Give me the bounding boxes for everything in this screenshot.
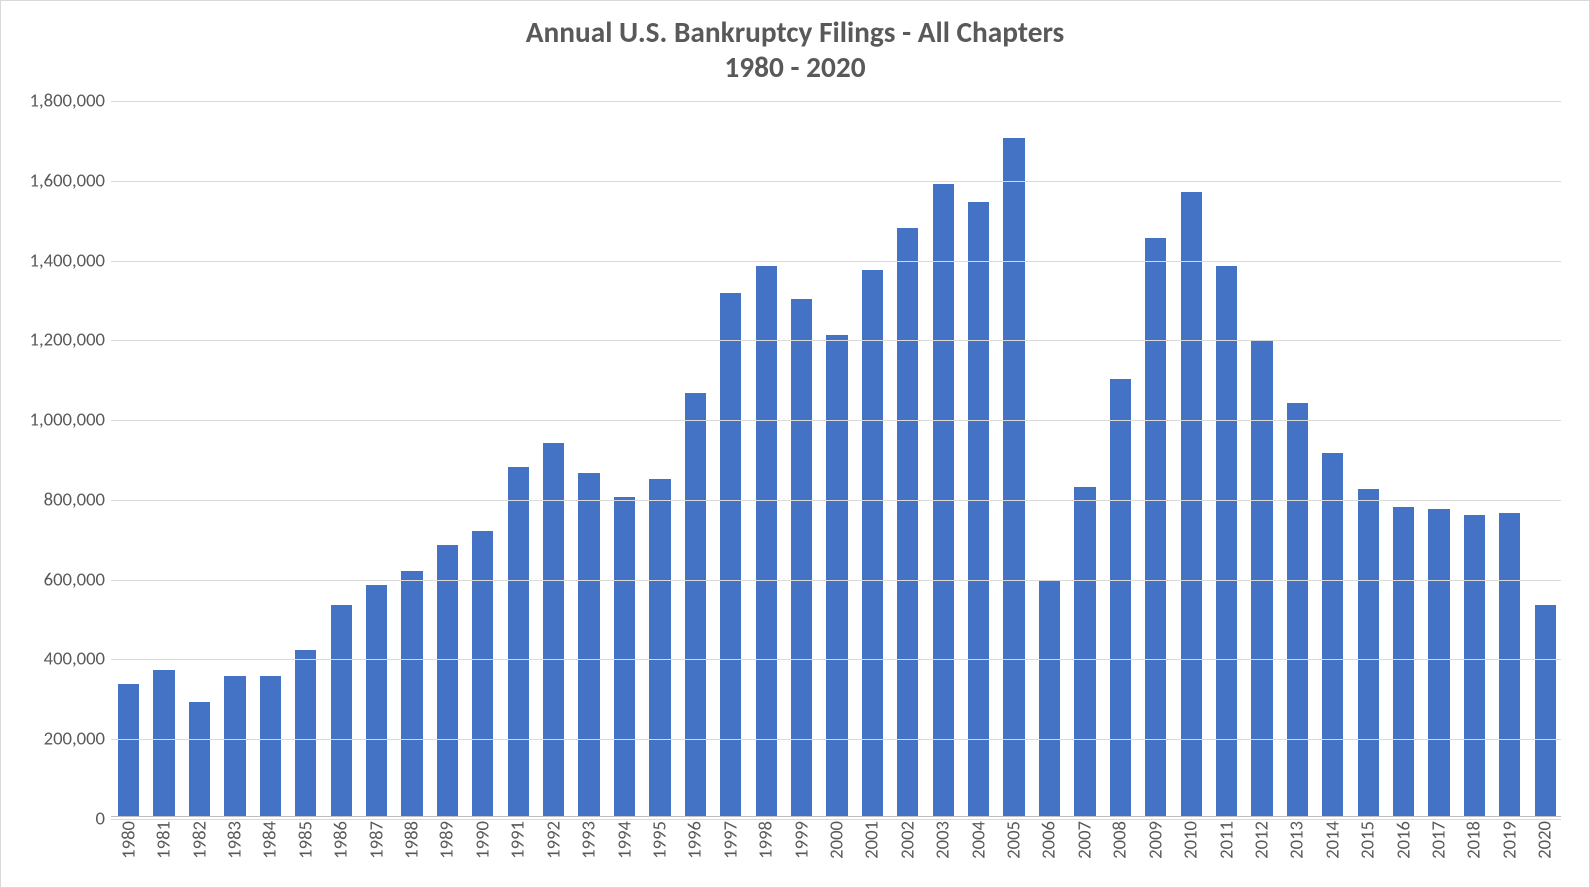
bar <box>1003 138 1024 816</box>
y-tick-label: 1,600,000 <box>30 169 112 192</box>
bar <box>1074 487 1095 816</box>
bar <box>189 702 210 816</box>
gridline <box>111 739 1561 740</box>
y-tick-label: 600,000 <box>44 568 111 591</box>
bars-group <box>111 101 1561 816</box>
gridline <box>111 340 1561 341</box>
bar <box>1464 515 1485 816</box>
chart-container: Annual U.S. Bankruptcy Filings - All Cha… <box>0 0 1590 888</box>
gridline <box>111 101 1561 102</box>
bar <box>508 467 529 816</box>
bar <box>366 585 387 816</box>
bar <box>153 670 174 816</box>
bar <box>614 497 635 816</box>
chart-title-line-1: Annual U.S. Bankruptcy Filings - All Cha… <box>1 15 1589 50</box>
bar <box>118 684 139 816</box>
bar <box>260 676 281 816</box>
bar <box>1110 379 1131 816</box>
bar <box>1358 489 1379 816</box>
bar <box>1535 605 1556 816</box>
bar <box>649 479 670 816</box>
gridline <box>111 500 1561 501</box>
y-tick-label: 1,800,000 <box>30 90 112 113</box>
bar <box>1428 509 1449 816</box>
bar <box>472 531 493 816</box>
y-tick-label: 1,400,000 <box>30 249 112 272</box>
y-tick-label: 200,000 <box>44 728 111 751</box>
bar <box>1251 341 1272 816</box>
bar <box>1039 581 1060 816</box>
bar <box>756 266 777 816</box>
bar <box>826 335 847 816</box>
bar <box>331 605 352 816</box>
plot-area-inner <box>111 101 1561 817</box>
bar <box>1287 403 1308 816</box>
x-tick-label: 2020 <box>1545 821 1583 844</box>
bar <box>1322 453 1343 816</box>
gridline <box>111 261 1561 262</box>
bar <box>1181 192 1202 816</box>
gridline <box>111 659 1561 660</box>
bar <box>1145 238 1166 816</box>
y-tick-label: 400,000 <box>44 648 111 671</box>
y-tick-label: 1,200,000 <box>30 329 112 352</box>
bar <box>862 270 883 816</box>
y-tick-label: 800,000 <box>44 488 111 511</box>
bar <box>1216 266 1237 816</box>
chart-title: Annual U.S. Bankruptcy Filings - All Cha… <box>1 1 1589 85</box>
bar <box>897 228 918 816</box>
chart-title-line-2: 1980 - 2020 <box>1 50 1589 85</box>
bar <box>295 650 316 816</box>
bar <box>1499 513 1520 816</box>
plot-area: 1980198119821983198419851986198719881989… <box>111 101 1561 817</box>
bar <box>720 293 741 816</box>
gridline <box>111 420 1561 421</box>
bar <box>1393 507 1414 816</box>
bar <box>578 473 599 816</box>
bar <box>685 393 706 816</box>
bar <box>224 676 245 816</box>
gridline <box>111 181 1561 182</box>
bar <box>968 202 989 816</box>
bar <box>401 571 422 816</box>
y-tick-label: 0 <box>96 808 111 831</box>
bar <box>437 545 458 816</box>
y-tick-label: 1,000,000 <box>30 409 112 432</box>
gridline <box>111 580 1561 581</box>
